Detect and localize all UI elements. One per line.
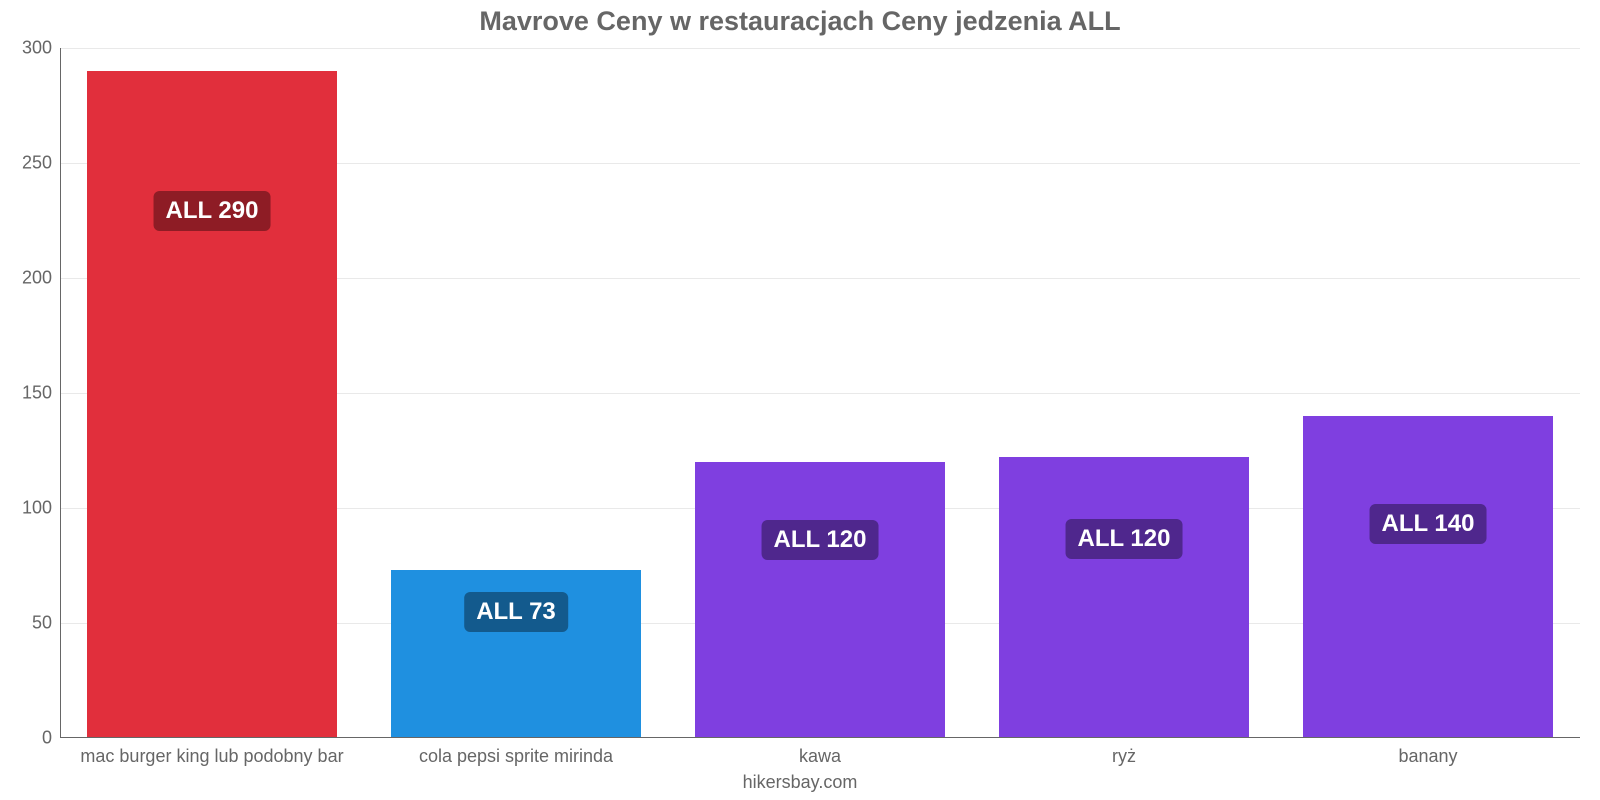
bar-slot: ALL 120kawa	[668, 48, 972, 738]
bar-slot: ALL 120ryż	[972, 48, 1276, 738]
data-label-badge: ALL 120	[762, 520, 879, 560]
bar-slot: ALL 73cola pepsi sprite mirinda	[364, 48, 668, 738]
bar-slot: ALL 290mac burger king lub podobny bar	[60, 48, 364, 738]
attribution-text: hikersbay.com	[743, 772, 858, 793]
y-tick-label: 200	[22, 268, 60, 289]
bar: ALL 120	[999, 457, 1248, 738]
bar: ALL 73	[391, 570, 640, 738]
x-category-label: mac burger king lub podobny bar	[80, 738, 343, 767]
data-label-badge: ALL 140	[1370, 504, 1487, 544]
chart-title: Mavrove Ceny w restauracjach Ceny jedzen…	[0, 0, 1600, 37]
bar: ALL 120	[695, 462, 944, 738]
y-tick-label: 100	[22, 498, 60, 519]
data-label-badge: ALL 290	[154, 191, 271, 231]
y-axis-line	[60, 48, 61, 738]
x-axis-line	[60, 737, 1580, 738]
x-category-label: kawa	[799, 738, 841, 767]
bar: ALL 290	[87, 71, 336, 738]
bar: ALL 140	[1303, 416, 1552, 738]
y-tick-label: 150	[22, 383, 60, 404]
x-category-label: ryż	[1112, 738, 1136, 767]
bars-container: ALL 290mac burger king lub podobny barAL…	[60, 48, 1580, 738]
x-category-label: cola pepsi sprite mirinda	[419, 738, 613, 767]
y-tick-label: 0	[42, 728, 60, 749]
y-tick-label: 250	[22, 153, 60, 174]
x-category-label: banany	[1398, 738, 1457, 767]
plot-area: 050100150200250300 ALL 290mac burger kin…	[60, 48, 1580, 738]
price-bar-chart: Mavrove Ceny w restauracjach Ceny jedzen…	[0, 0, 1600, 800]
data-label-badge: ALL 73	[464, 592, 568, 632]
bar-slot: ALL 140banany	[1276, 48, 1580, 738]
data-label-badge: ALL 120	[1066, 519, 1183, 559]
y-tick-label: 50	[32, 613, 60, 634]
y-tick-label: 300	[22, 38, 60, 59]
